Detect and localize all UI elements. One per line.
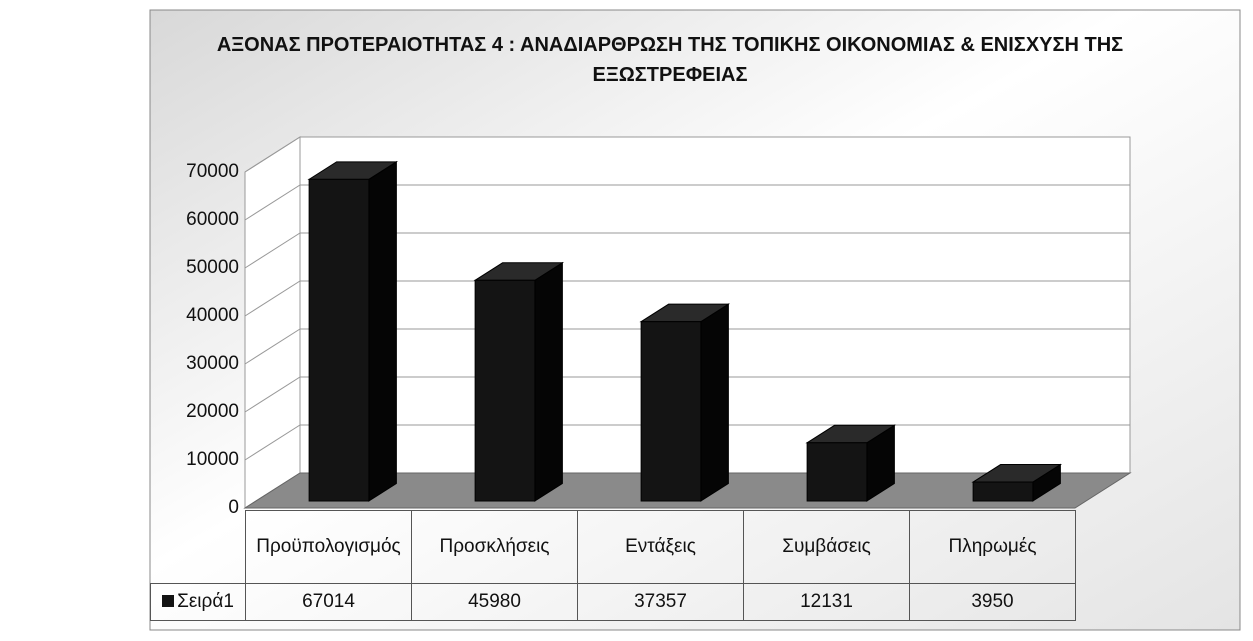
bar-side bbox=[368, 160, 397, 502]
bar bbox=[307, 160, 399, 502]
grid-line bbox=[244, 376, 1130, 413]
category-cell: Εντάξεις bbox=[577, 510, 744, 584]
data-table: Προϋπολογισμός Προσκλήσεις Εντάξεις Συμβάσε… bbox=[150, 510, 1076, 621]
bar-front bbox=[972, 481, 1034, 502]
grid-line bbox=[244, 136, 1130, 173]
bar-front bbox=[308, 178, 370, 502]
bar-front bbox=[474, 279, 536, 502]
empty-cell bbox=[151, 511, 246, 584]
value-cell: 3950 bbox=[909, 583, 1076, 621]
grid-line bbox=[244, 328, 1130, 365]
y-tick-label: 40000 bbox=[186, 305, 239, 326]
bar-side bbox=[534, 261, 563, 502]
legend-swatch bbox=[162, 595, 175, 607]
value-cell: 37357 bbox=[577, 583, 744, 621]
value-cell: 12131 bbox=[743, 583, 910, 621]
bar-side bbox=[700, 303, 729, 502]
y-tick-label: 0 bbox=[228, 497, 239, 518]
category-cell: Προσκλήσεις bbox=[411, 510, 578, 584]
bar bbox=[473, 261, 565, 502]
y-tick-label: 70000 bbox=[186, 161, 239, 182]
category-cell: Προϋπολογισμός bbox=[245, 510, 412, 584]
category-cell: Συμβάσεις bbox=[743, 510, 910, 584]
bar-front bbox=[806, 442, 868, 502]
y-tick-label: 50000 bbox=[186, 257, 239, 278]
chart-title: ΑΞΟΝΑΣ ΠΡΟΤΕΡΑΙΟΤΗΤΑΣ 4 : ΑΝΑΔΙΑΡΘΡΩΣΗ Τ… bbox=[216, 34, 1124, 86]
legend-label: Σειρά1 bbox=[177, 591, 234, 612]
y-tick-label: 60000 bbox=[186, 209, 239, 230]
bar bbox=[639, 303, 731, 502]
bar-front bbox=[640, 321, 702, 502]
legend-cell: Σειρά1 bbox=[150, 583, 246, 621]
bar bbox=[805, 424, 897, 502]
grid-line bbox=[244, 280, 1130, 317]
y-tick-label: 10000 bbox=[186, 449, 239, 470]
bar bbox=[971, 463, 1063, 502]
grid-line bbox=[244, 184, 1130, 221]
side-wall bbox=[244, 136, 301, 509]
value-cell: 45980 bbox=[411, 583, 578, 621]
category-cell: Πληρωμές bbox=[909, 510, 1076, 584]
grid-line bbox=[244, 232, 1130, 269]
y-tick-label: 30000 bbox=[186, 353, 239, 374]
value-cell: 67014 bbox=[245, 583, 412, 621]
y-tick-label: 20000 bbox=[186, 401, 239, 422]
